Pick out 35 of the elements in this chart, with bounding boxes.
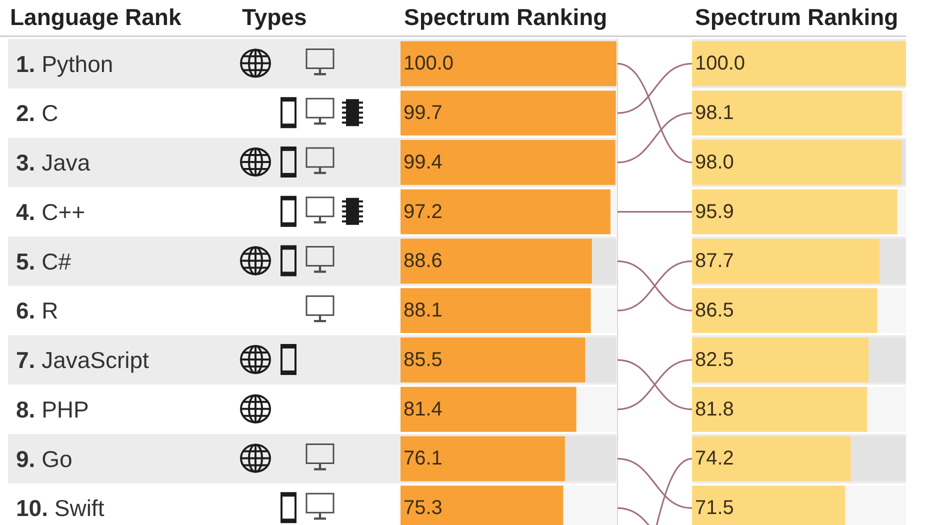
- data-label: 74.2: [695, 448, 734, 470]
- y-axis-title: Language Rank: [10, 4, 182, 30]
- data-label: 88.6: [404, 250, 442, 272]
- y-tick-label: 9. Go: [16, 446, 72, 472]
- text: Types: [242, 4, 307, 30]
- x-axis-title: Spectrum Ranking: [695, 4, 898, 30]
- data-label: 85.5: [404, 348, 442, 371]
- data-label: 71.5: [695, 497, 734, 520]
- data-label: 87.7: [695, 250, 734, 272]
- bar: [692, 90, 902, 136]
- data-label: 86.5: [695, 300, 734, 322]
- data-label: 100.0: [695, 52, 746, 75]
- data-label: 76.1: [404, 448, 442, 470]
- y-tick-label: 2. C: [16, 100, 58, 126]
- y-tick-label: 10. Swift: [16, 495, 105, 522]
- data-label: 81.8: [695, 398, 734, 420]
- data-label: 99.4: [404, 151, 442, 174]
- y-tick-label: 5. C#: [16, 248, 72, 274]
- data-label: 81.4: [404, 398, 442, 420]
- y-tick-label: 8. PHP: [16, 396, 89, 422]
- x-axis-title: Spectrum Ranking: [404, 4, 608, 30]
- data-label: 97.2: [404, 200, 442, 223]
- y-tick-label: 3. Java: [16, 150, 90, 176]
- data-label: 75.3: [404, 497, 442, 520]
- y-tick-label: 7. JavaScript: [16, 347, 150, 374]
- y-tick-label: 4. C++: [16, 198, 86, 225]
- y-tick-label: 1. Python: [16, 50, 114, 77]
- data-label: 98.0: [695, 151, 734, 174]
- data-label: 98.1: [695, 102, 734, 124]
- data-label: 99.7: [404, 102, 442, 124]
- data-label: 100.0: [404, 52, 454, 75]
- data-label: 95.9: [695, 200, 734, 223]
- data-label: 88.1: [404, 300, 442, 322]
- y-tick-label: 6. R: [16, 298, 58, 324]
- data-label: 82.5: [695, 348, 734, 371]
